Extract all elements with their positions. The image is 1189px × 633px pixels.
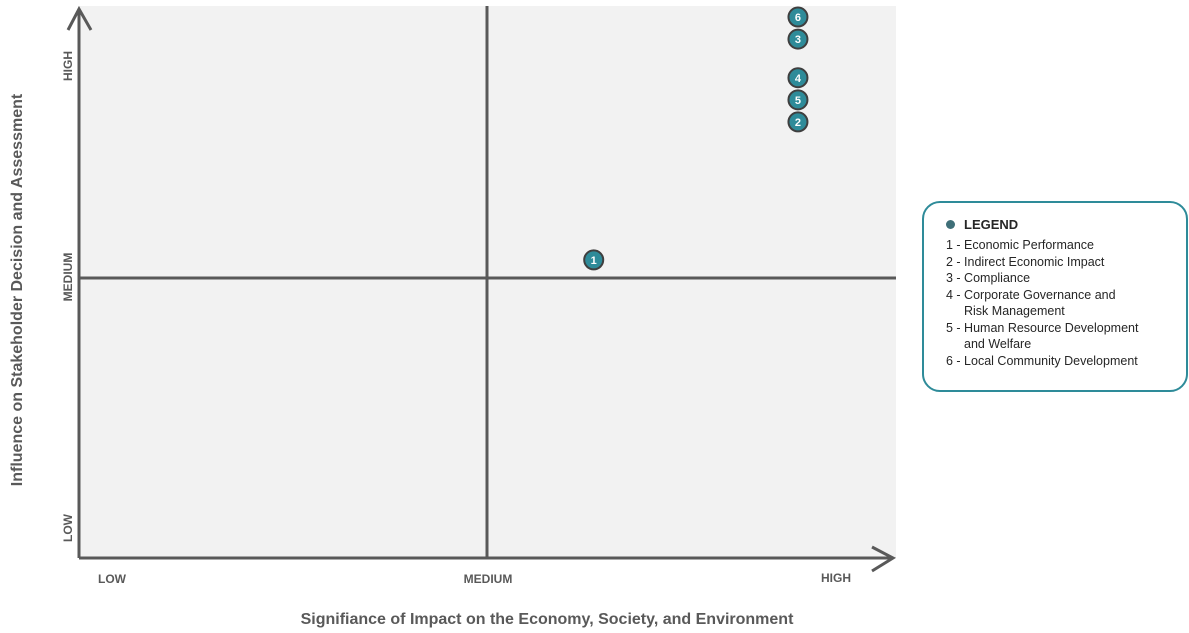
legend-item-5: 5 - Human Resource Development and Welfa…: [946, 320, 1186, 353]
data-point-marker: [787, 89, 809, 111]
data-point-2: 2: [787, 111, 809, 133]
data-point-marker: [787, 67, 809, 89]
legend-box: LEGEND 1 - Economic Performance 2 - Indi…: [922, 201, 1188, 392]
legend-item-2: 2 - Indirect Economic Impact: [946, 254, 1186, 271]
data-point-label: 6: [795, 12, 801, 24]
data-point-6: 6: [787, 6, 809, 28]
data-point-4: 4: [787, 67, 809, 89]
data-point-1: 1: [583, 249, 605, 271]
data-point-marker: [583, 249, 605, 271]
data-point-label: 1: [591, 255, 597, 267]
legend-item-3: 3 - Compliance: [946, 270, 1186, 287]
legend-item-4: 4 - Corporate Governance and Risk Manage…: [946, 287, 1186, 320]
y-tick-label-medium: MEDIUM: [61, 253, 75, 302]
data-point-marker: [787, 28, 809, 50]
legend-item-text: 4 - Corporate Governance and: [946, 287, 1116, 302]
data-point-marker: [787, 111, 809, 133]
y-axis-title: Influence on Stakeholder Decision and As…: [9, 93, 26, 486]
legend-item-1: 1 - Economic Performance: [946, 237, 1186, 254]
data-point-label: 5: [795, 95, 801, 107]
x-tick-label-medium: MEDIUM: [464, 572, 513, 586]
data-point-label: 3: [795, 34, 801, 46]
legend-item-text-continued: Risk Management: [964, 304, 1065, 318]
data-point-label: 4: [795, 73, 802, 85]
legend-item-text: 1 - Economic Performance: [946, 238, 1094, 252]
x-axis-arrowhead: [871, 545, 897, 573]
legend-item-text: 3 - Compliance: [946, 271, 1031, 285]
legend-item-text: 2 - Indirect Economic Impact: [946, 254, 1105, 269]
legend-item-text-continued: and Welfare: [964, 337, 1032, 351]
legend-title-text: LEGEND: [964, 217, 1019, 232]
legend-item-6: 6 - Local Community Development: [946, 353, 1186, 370]
x-axis-title: Signifiance of Impact on the Economy, So…: [301, 611, 794, 628]
data-point-5: 5: [787, 89, 809, 111]
legend-item-text: 5 - Human Resource Development: [946, 320, 1139, 335]
legend-item-text: 6 - Local Community Development: [946, 353, 1138, 368]
legend-title: LEGEND: [946, 217, 1186, 232]
x-tick-label-high: HIGH: [821, 571, 851, 585]
legend-marker-icon: [946, 220, 955, 229]
data-point-marker: [787, 6, 809, 28]
x-tick-label-low: LOW: [98, 572, 127, 586]
data-point-label: 2: [795, 117, 801, 129]
points-layer: 1 2 3 4 5 6: [583, 6, 809, 271]
y-tick-label-high: HIGH: [61, 51, 75, 81]
y-axis-arrowhead: [66, 5, 93, 31]
y-tick-label-low: LOW: [61, 513, 75, 542]
data-point-3: 3: [787, 28, 809, 50]
